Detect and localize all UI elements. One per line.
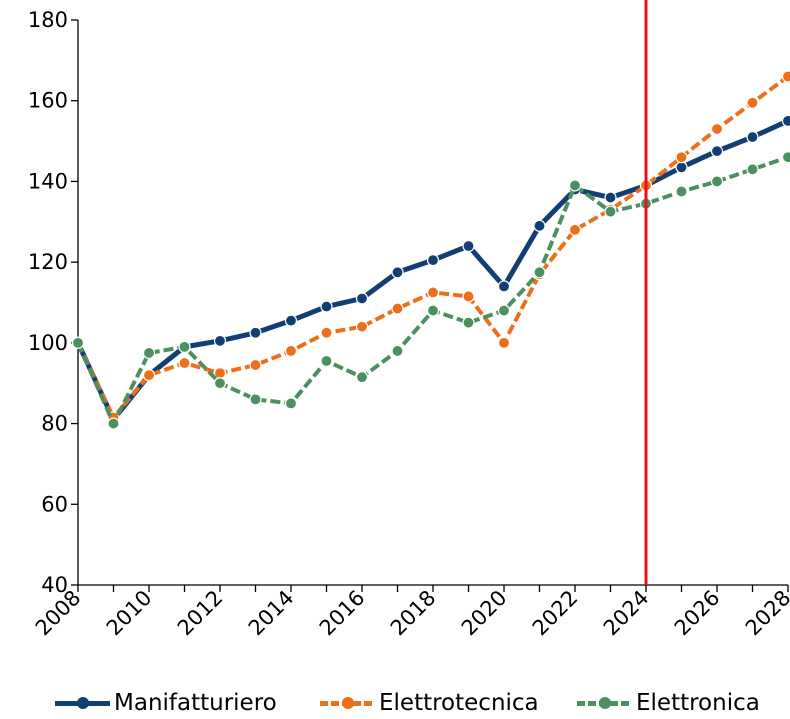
data-point-elettronica [568, 179, 582, 192]
data-point-manifatturiero [213, 334, 227, 347]
data-point-elettronica [746, 163, 759, 176]
data-point-elettrotecnica [284, 344, 298, 358]
legend-label-elettrotecnica: Elettrotecnica [379, 690, 539, 716]
legend-label-elettronica: Elettronica [636, 690, 760, 716]
data-point-elettronica [71, 336, 85, 349]
data-point-manifatturiero [355, 292, 369, 305]
data-point-elettronica [497, 304, 511, 317]
legend-item-elettronica: Elettronica [577, 688, 760, 718]
legend-swatch-elettrotecnica [320, 688, 375, 718]
y-tick-label: 100 [28, 331, 68, 355]
data-point-elettrotecnica [746, 96, 759, 109]
legend-swatch-elettronica [577, 688, 632, 718]
x-tick-label: 2018 [386, 586, 441, 641]
data-point-elettronica [355, 371, 369, 384]
data-point-elettrotecnica [249, 358, 262, 372]
data-point-elettronica [426, 304, 440, 317]
data-point-elettrotecnica [178, 356, 191, 370]
data-point-elettrotecnica [462, 290, 475, 303]
data-point-elettronica [142, 346, 156, 360]
data-point-elettronica [391, 344, 404, 358]
x-tick-label: 2028 [741, 586, 790, 641]
series-elettronica [71, 151, 790, 430]
legend-item-elettrotecnica: Elettrotecnica [320, 688, 539, 718]
data-point-elettronica [213, 377, 227, 390]
data-point-elettrotecnica [391, 302, 404, 315]
data-point-elettrotecnica [142, 369, 156, 382]
data-point-manifatturiero [426, 254, 440, 267]
x-tick-label: 2020 [457, 586, 512, 641]
legend-marker-manifatturiero [77, 697, 89, 709]
data-point-elettronica [178, 340, 191, 353]
data-point-manifatturiero [781, 114, 790, 127]
x-tick-label: 2026 [670, 586, 725, 641]
legend-item-manifatturiero: Manifatturiero [55, 688, 277, 718]
x-tick-labels: 2008 2010 2012 2014 2016 2018 2020 2022 2024 2026… [31, 586, 790, 641]
data-point-elettrotecnica [355, 320, 369, 333]
data-point-elettronica [781, 151, 790, 164]
data-point-elettrotecnica [675, 151, 688, 164]
x-tick-label: 2012 [173, 586, 228, 641]
data-point-elettronica [675, 185, 688, 198]
y-tick-label: 180 [28, 8, 68, 32]
data-point-elettrotecnica [710, 122, 724, 136]
y-tick-label: 140 [28, 169, 68, 193]
data-point-elettrotecnica [781, 70, 790, 83]
data-point-elettronica [284, 397, 298, 410]
data-point-manifatturiero [710, 145, 724, 158]
legend-label-manifatturiero: Manifatturiero [114, 690, 277, 716]
y-tick-label: 80 [41, 412, 68, 436]
data-point-manifatturiero [533, 219, 546, 232]
data-point-manifatturiero [675, 161, 688, 174]
data-point-elettronica [604, 205, 617, 218]
x-tick-label: 2022 [528, 586, 583, 641]
data-point-elettronica [533, 266, 546, 279]
data-point-elettronica [107, 417, 120, 430]
data-point-manifatturiero [391, 266, 404, 279]
y-tick-label: 160 [28, 89, 68, 113]
x-tick-label: 2024 [599, 586, 654, 641]
data-point-elettronica [710, 175, 724, 188]
y-tick-label: 40 [41, 573, 68, 597]
data-point-manifatturiero [604, 191, 617, 204]
data-point-manifatturiero [746, 130, 759, 144]
data-point-manifatturiero [249, 326, 262, 339]
data-point-manifatturiero [284, 314, 298, 327]
x-tick-label: 2010 [102, 586, 157, 641]
legend: Manifatturiero Elettrotecnica Elettronic… [0, 688, 790, 718]
data-point-elettronica [249, 393, 262, 406]
series-elettrotecnica [71, 70, 790, 424]
data-point-elettrotecnica [426, 286, 440, 299]
legend-swatch-manifatturiero [55, 688, 110, 718]
data-point-elettrotecnica [497, 336, 511, 349]
data-point-manifatturiero [320, 300, 333, 313]
y-tick-label: 60 [41, 492, 68, 516]
data-point-elettronica [462, 316, 475, 329]
legend-marker-elettronica [599, 697, 611, 709]
data-point-manifatturiero [462, 239, 475, 253]
series-lines [71, 70, 790, 430]
data-point-elettronica [320, 354, 333, 368]
data-point-manifatturiero [497, 280, 511, 293]
x-tick-label: 2014 [244, 586, 299, 641]
data-point-elettrotecnica [568, 223, 582, 236]
y-tick-label: 120 [28, 250, 68, 274]
y-tick-labels: 40 60 80 100 120 140 160 180 [28, 8, 68, 597]
x-tick-label: 2016 [315, 586, 370, 641]
data-point-elettrotecnica [320, 326, 333, 339]
legend-marker-elettrotecnica [342, 697, 354, 709]
